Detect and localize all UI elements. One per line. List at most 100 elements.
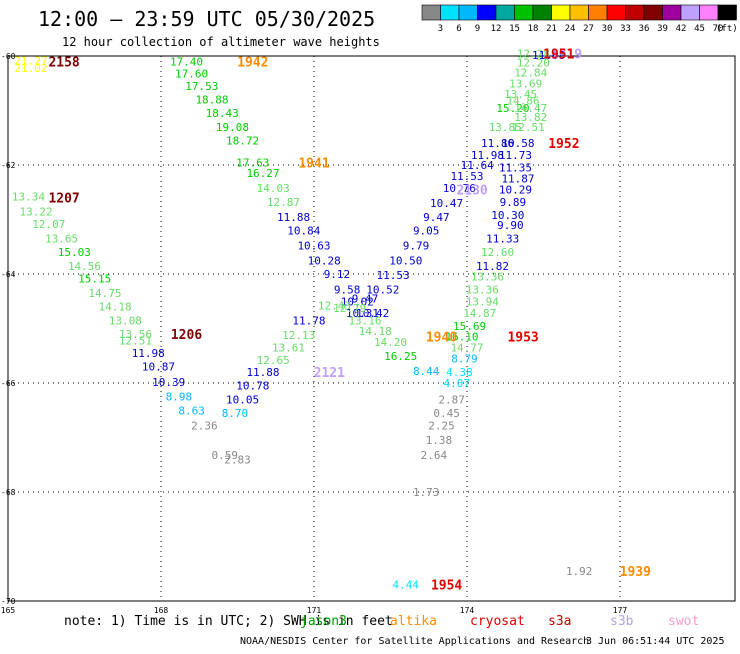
wave-height-value: 21.27: [14, 54, 47, 67]
wave-height-value: 14.87: [463, 307, 496, 320]
wave-height-value: 13.85: [489, 121, 522, 134]
wave-height-value: 17.40: [170, 55, 203, 68]
wave-height-value: 14.20: [374, 336, 407, 349]
wave-height-value: 1.38: [426, 434, 453, 447]
wave-height-value: 12.84: [514, 66, 547, 79]
wave-height-value: 12.43: [318, 300, 351, 313]
pass-time-label: 1206: [171, 328, 202, 343]
colorbar-swatch: [532, 4, 552, 21]
wave-height-value: 10.52: [366, 283, 399, 296]
colorbar-tick: 24: [565, 24, 576, 34]
legend-s3a: s3a: [548, 614, 571, 629]
wave-height-value: 16.10: [445, 331, 478, 344]
colorbar-swatch: [588, 4, 608, 21]
colorbar-tick: 15: [509, 24, 520, 34]
wave-height-value: 8.98: [166, 391, 193, 404]
wave-height-value: 13.36: [466, 283, 499, 296]
wave-height-value: 15.69: [453, 320, 486, 333]
colorbar-tick: 18: [528, 24, 539, 34]
wave-height-value: 11.82: [476, 260, 509, 273]
longitude-label: 168: [154, 606, 169, 615]
latitude-label: -60: [1, 52, 16, 61]
colorbar-swatch: [625, 4, 645, 21]
wave-height-value: 11.53: [450, 170, 483, 183]
colorbar-swatch: [477, 4, 497, 21]
colorbar-tick: 3: [438, 24, 443, 34]
wave-height-value: 11.53: [376, 269, 409, 282]
wave-height-value: 13.45: [504, 88, 537, 101]
colorbar-tick: 21: [546, 24, 557, 34]
wave-height-value: 12.79: [333, 302, 366, 315]
longitude-label: 171: [307, 606, 322, 615]
wave-height-value: 4.07: [444, 377, 471, 390]
wave-height-value: 11.78: [292, 314, 325, 327]
wave-height-value: 13.94: [466, 295, 499, 308]
wave-height-value: 12.87: [267, 196, 300, 209]
wave-height-value: 14.86: [507, 95, 540, 108]
satellite-legend: jason3 altika cryosat s3a s3b swot: [300, 614, 699, 629]
wave-height-value: 17.63: [236, 156, 269, 169]
pass-time-label: 1951: [543, 47, 574, 62]
wave-height-value: 19.08: [216, 121, 249, 134]
wave-height-value: 13.61: [272, 342, 305, 355]
wave-height-value: 14.77: [450, 342, 483, 355]
pass-time-labels: 2158 1207 1206 1942 1941 2121 1940 2130 1952 1919…: [48, 47, 651, 593]
wave-height-value: 2.36: [191, 420, 218, 433]
colorbar-swatch: [606, 4, 626, 21]
wave-height-value: 13.16: [348, 314, 381, 327]
page-subtitle: 12 hour collection of altimeter wave hei…: [62, 35, 380, 49]
wave-height-value: 17.53: [185, 80, 218, 93]
wave-height-value: 11.88: [277, 211, 310, 224]
wave-height-value: 13.08: [109, 314, 142, 327]
latitude-label: -70: [1, 597, 16, 606]
colorbar-swatch: [717, 4, 737, 21]
wave-height-value: 9.89: [500, 196, 527, 209]
colorbar-swatch: [680, 4, 700, 21]
wave-height-value: 8.63: [178, 404, 205, 417]
pass-time-label: 1953: [507, 331, 538, 346]
wave-height-value: 17.60: [175, 67, 208, 80]
pass-time-label: 1207: [48, 192, 79, 207]
wave-height-value: 18.72: [226, 134, 259, 147]
wave-height-value: 9.12: [324, 268, 351, 281]
map-frame: [7, 55, 736, 602]
wave-height-value: 13.34: [12, 191, 45, 204]
wave-height-value: 14.18: [359, 325, 392, 338]
colorbar-swatch: [495, 4, 515, 21]
wave-height-value: 12.51: [512, 121, 545, 134]
wave-height-value: 10.76: [443, 182, 476, 195]
wave-height-value: 11.88: [246, 366, 279, 379]
wave-height-value: 11.86: [481, 137, 514, 150]
graticule: [8, 56, 735, 602]
colorbar-tick: 6: [456, 24, 461, 34]
wave-height-value: 13.22: [19, 205, 52, 218]
wave-height-value: 9.90: [497, 219, 524, 232]
wave-height-value: 14.47: [514, 102, 547, 115]
timestamp-text: 3 Jun 06:51:44 UTC 2025: [586, 636, 724, 647]
pass-time-label: 1954: [431, 579, 462, 594]
wave-height-value: 10.58: [501, 137, 534, 150]
wave-height-value: 10.28: [308, 254, 341, 267]
wave-height-value: 9.47: [423, 211, 450, 224]
colorbar-tick: 33: [620, 24, 631, 34]
page-title: 12:00 – 23:59 UTC 05/30/2025: [38, 7, 375, 31]
wave-height-value: 12.13: [282, 329, 315, 342]
wave-height-value: 2.25: [428, 420, 455, 433]
legend-cryosat: cryosat: [470, 614, 525, 629]
colorbar-tick: 27: [583, 24, 594, 34]
wave-height-value: 10.29: [499, 184, 532, 197]
colorbar-swatch: [421, 4, 441, 21]
wave-height-value: 14.03: [257, 182, 290, 195]
wave-height-value: 11.98: [132, 347, 165, 360]
wave-height-value: 10.63: [297, 240, 330, 253]
footer-note: note: 1) Time is in UTC; 2) SWH is in fe…: [64, 614, 393, 629]
wave-height-value: 13.82: [514, 111, 547, 124]
pass-time-label: 2130: [456, 184, 487, 199]
wave-height-value: 13.36: [471, 271, 504, 284]
wave-height-value: 13.65: [45, 233, 78, 246]
wave-height-value: 14.56: [68, 260, 101, 273]
wave-height-value: 21.02: [14, 62, 47, 75]
